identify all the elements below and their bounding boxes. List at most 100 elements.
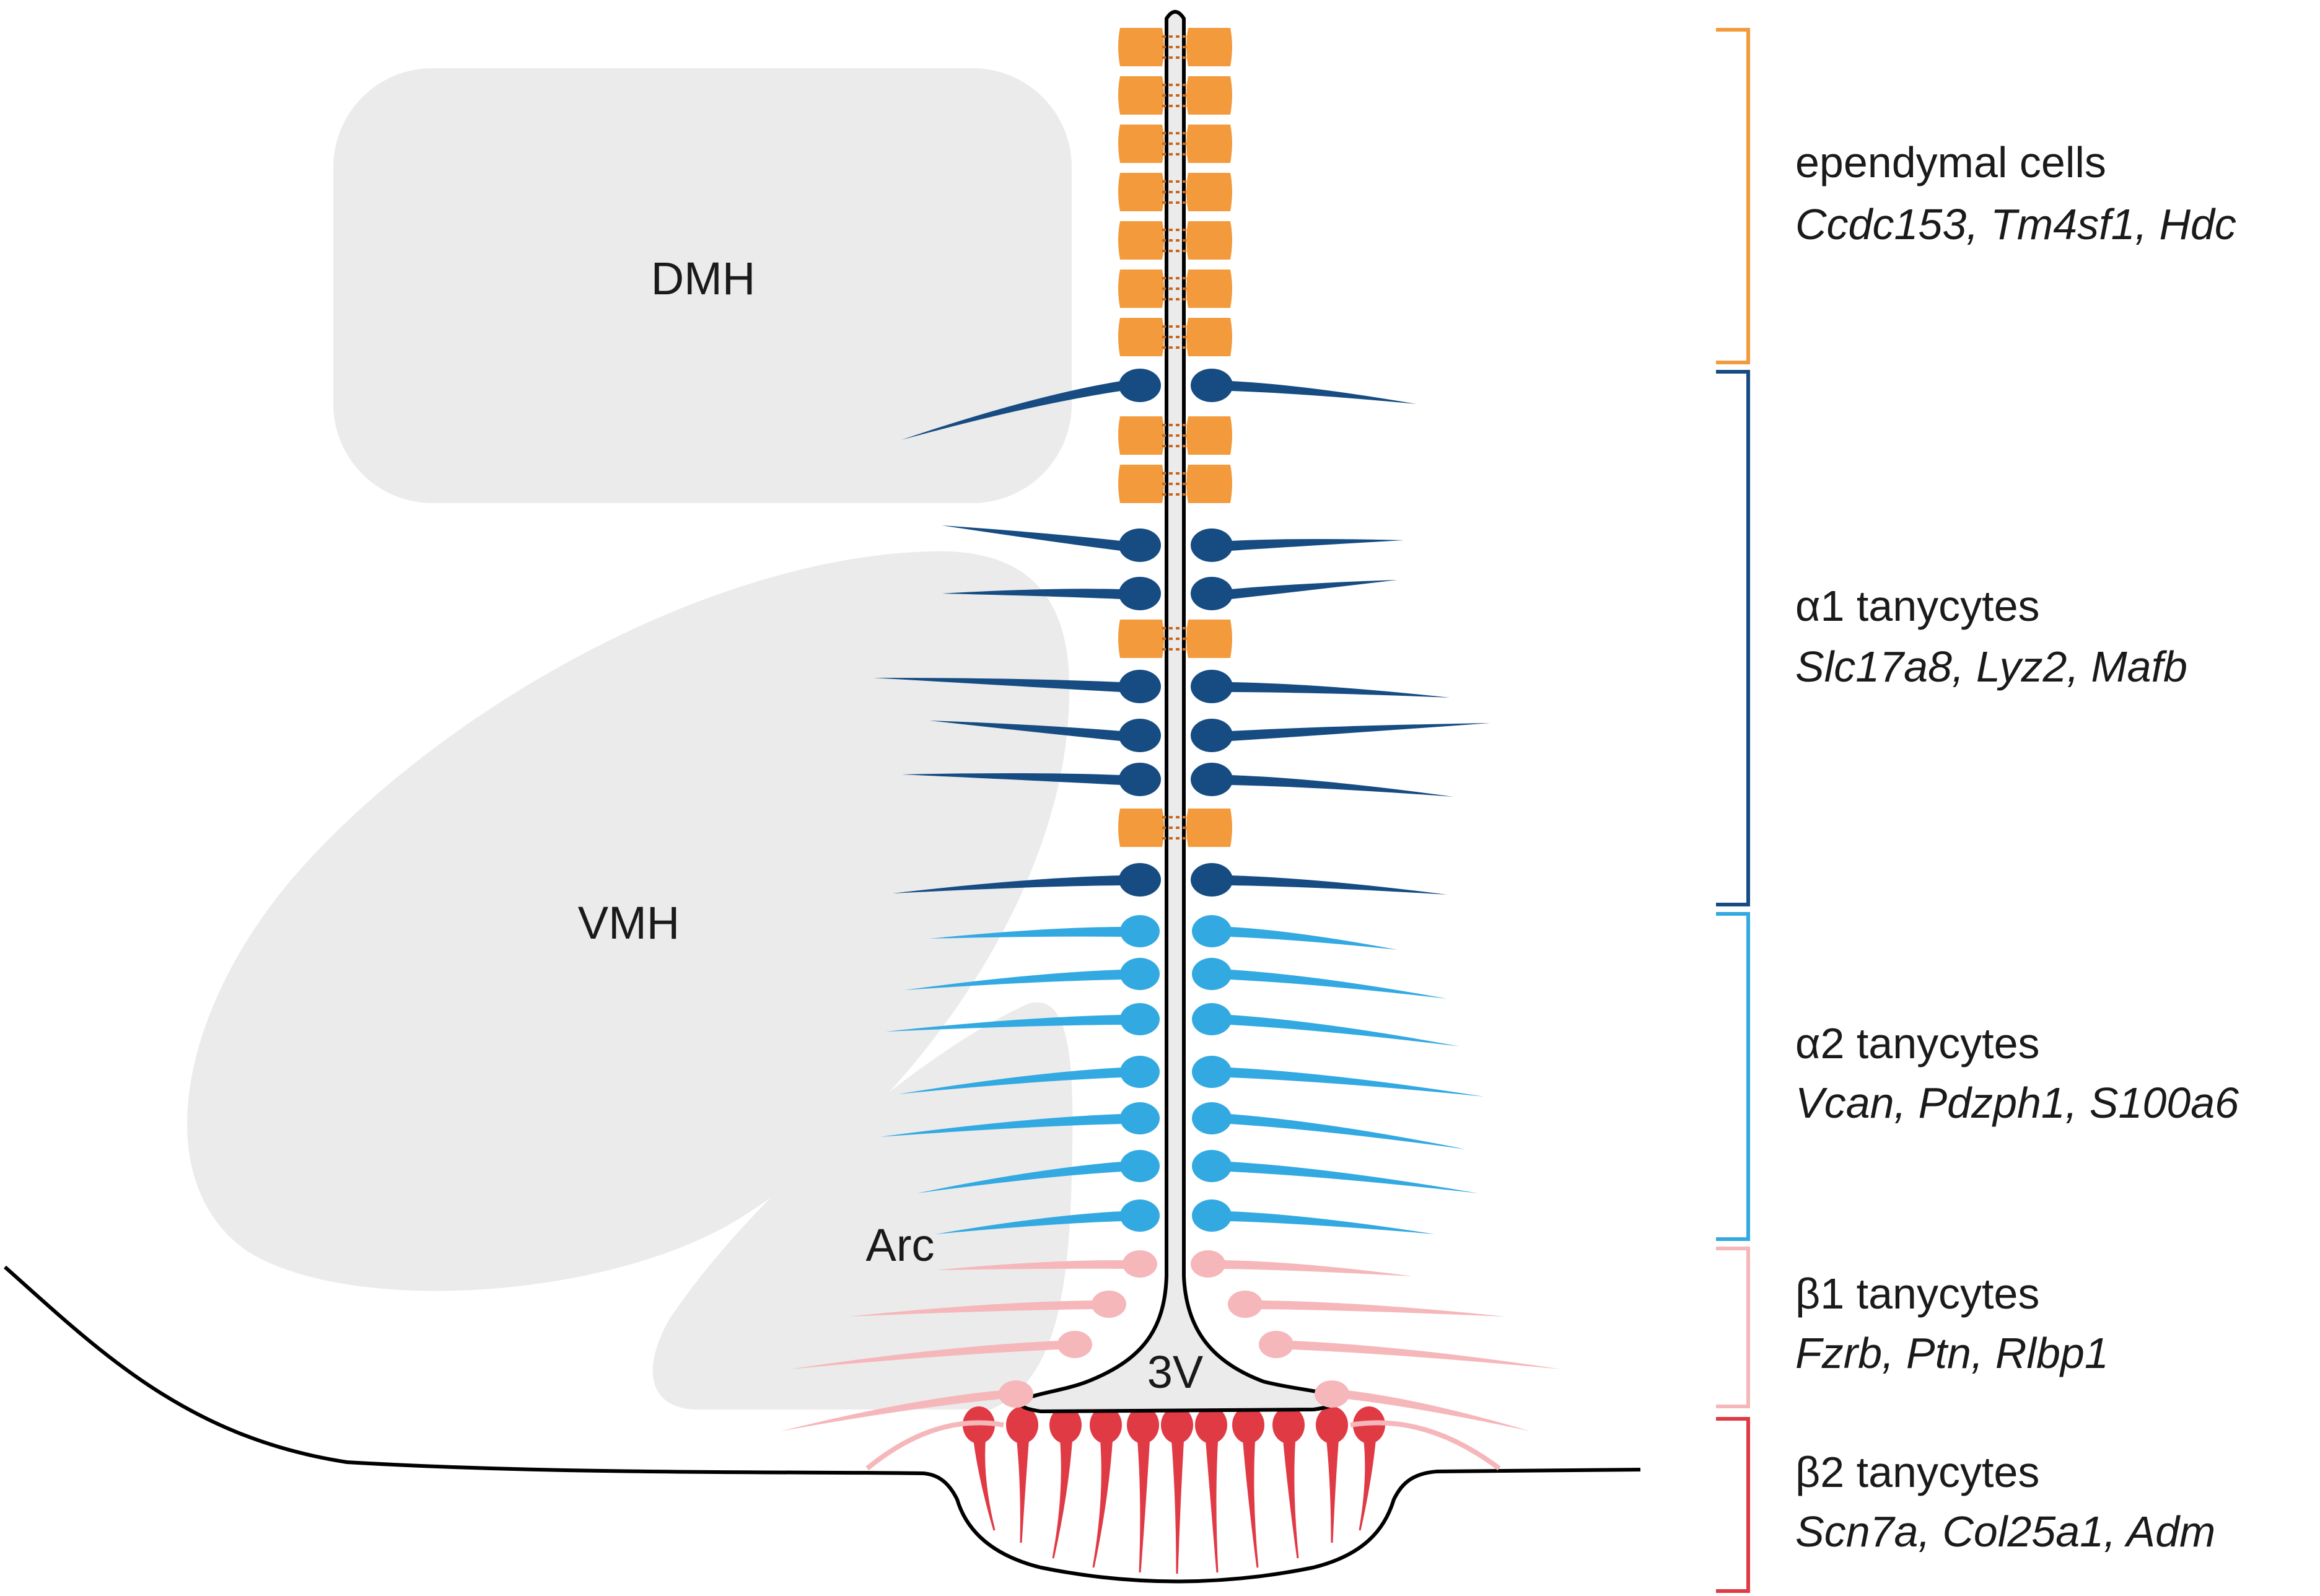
third-ventricle-label: 3V bbox=[1147, 1346, 1204, 1398]
alpha2-tanycyte-process-R6 bbox=[1229, 1211, 1435, 1234]
brain-base-outline bbox=[4, 1265, 1641, 1584]
beta1-tanycyte-body-0 bbox=[1123, 1250, 1157, 1278]
beta2-tanycyte-body-8 bbox=[1272, 1406, 1305, 1444]
ependymal-cell-right-3 bbox=[1186, 173, 1232, 211]
ependymal-cell-left-8 bbox=[1118, 465, 1164, 503]
alpha2-tanycyte-body-L5 bbox=[1120, 1150, 1160, 1182]
alpha2-tanycyte-body-R2 bbox=[1192, 1003, 1232, 1035]
beta2-tanycyte-process-5 bbox=[1171, 1435, 1184, 1574]
alpha2-tanycyte-body-L3 bbox=[1120, 1056, 1160, 1088]
alpha1-tanycyte-process-R5 bbox=[1230, 775, 1453, 797]
alpha2-title: α2 tanycytes bbox=[1795, 1019, 2040, 1068]
arc-label: Arc bbox=[866, 1219, 935, 1271]
alpha1-tanycyte-body-R1 bbox=[1191, 528, 1233, 562]
alpha1-tanycyte-process-L4 bbox=[929, 721, 1121, 741]
alpha1-tanycyte-process-R1 bbox=[1230, 539, 1404, 551]
alpha1-tanycyte-body-L1 bbox=[1119, 528, 1161, 562]
beta2-tanycyte-body-4 bbox=[1127, 1406, 1159, 1444]
alpha1-tanycyte-process-L3 bbox=[873, 677, 1121, 692]
ependymal-cell-left-1 bbox=[1118, 76, 1164, 115]
alpha1-tanycyte-body-R6 bbox=[1191, 863, 1233, 897]
beta2-tanycyte-body-7 bbox=[1232, 1406, 1264, 1444]
beta1-tanycyte-floor-process-0 bbox=[865, 1420, 1004, 1471]
alpha2-tanycyte-body-L6 bbox=[1120, 1199, 1160, 1232]
ependymal-cell-left-3 bbox=[1118, 173, 1164, 211]
alpha1-tanycyte-body-L5 bbox=[1119, 763, 1161, 796]
alpha2-tanycyte-process-R3 bbox=[1229, 1068, 1484, 1097]
beta1-tanycyte-body-1 bbox=[1092, 1291, 1126, 1318]
beta1-tanycyte-process-1 bbox=[849, 1300, 1094, 1317]
beta2-tanycyte-process-2 bbox=[1052, 1435, 1073, 1559]
alpha2-tanycyte-body-L0 bbox=[1120, 915, 1160, 947]
beta2-tanycyte-body-1 bbox=[1006, 1406, 1038, 1444]
alpha2-tanycyte-body-R6 bbox=[1192, 1199, 1232, 1232]
ependymal-cell-right-4 bbox=[1186, 221, 1232, 260]
beta1-tanycyte-process-6 bbox=[1291, 1341, 1561, 1369]
alpha2-tanycyte-process-R1 bbox=[1229, 970, 1447, 999]
alpha2-tanycyte-process-L4 bbox=[880, 1114, 1123, 1137]
alpha1-tanycyte-body-R4 bbox=[1191, 719, 1233, 752]
alpha2-tanycyte-body-R4 bbox=[1192, 1102, 1232, 1134]
beta2-tanycyte-process-6 bbox=[1205, 1435, 1219, 1573]
beta1-tanycyte-body-4 bbox=[1191, 1250, 1225, 1278]
alpha1-tanycyte-body-R2 bbox=[1191, 577, 1233, 610]
beta2-tanycyte-process-4 bbox=[1137, 1435, 1150, 1573]
tanycyte-group bbox=[781, 369, 1561, 1471]
alpha2-tanycyte-body-R5 bbox=[1192, 1150, 1232, 1182]
alpha1-tanycyte-body-L2 bbox=[1119, 577, 1161, 610]
ependymal-cell-right-7 bbox=[1186, 416, 1232, 455]
beta2-tanycyte-process-0 bbox=[973, 1435, 996, 1531]
ependymal-cell-right-10 bbox=[1186, 809, 1232, 847]
alpha1-tanycyte-process-R2 bbox=[1230, 580, 1398, 599]
alpha1-title: α1 tanycytes bbox=[1795, 582, 2040, 630]
alpha2-tanycyte-body-L2 bbox=[1120, 1003, 1160, 1035]
bracket-alpha1 bbox=[1716, 370, 1750, 906]
ependymal-genes: Ccdc153, Tm4sf1, Hdc bbox=[1795, 200, 2236, 248]
vmh-label: VMH bbox=[578, 897, 680, 949]
ependymal-cell-group bbox=[1118, 28, 1232, 847]
ependymal-title: ependymal cells bbox=[1795, 138, 2106, 186]
alpha1-tanycyte-body-L6 bbox=[1119, 863, 1161, 897]
ependymal-cell-left-2 bbox=[1118, 125, 1164, 163]
alpha1-genes: Slc17a8, Lyz2, Mafb bbox=[1795, 642, 2187, 691]
beta2-tanycyte-body-9 bbox=[1316, 1406, 1348, 1444]
beta1-genes: Fzrb, Ptn, Rlbp1 bbox=[1795, 1329, 2109, 1377]
ependymal-cell-right-0 bbox=[1186, 28, 1232, 66]
alpha2-tanycyte-body-R0 bbox=[1192, 915, 1232, 947]
alpha2-tanycyte-process-R2 bbox=[1229, 1015, 1460, 1046]
ependymal-cell-right-9 bbox=[1186, 620, 1232, 658]
beta1-tanycyte-process-5 bbox=[1260, 1300, 1505, 1317]
beta1-tanycyte-body-6 bbox=[1259, 1331, 1294, 1358]
beta1-title: β1 tanycytes bbox=[1795, 1269, 2039, 1318]
beta1-tanycyte-process-3 bbox=[781, 1390, 1001, 1431]
beta2-tanycyte-body-5 bbox=[1161, 1406, 1193, 1444]
alpha2-tanycyte-process-L3 bbox=[898, 1068, 1123, 1094]
alpha2-tanycyte-process-L1 bbox=[904, 970, 1123, 990]
ependymal-cell-left-0 bbox=[1118, 28, 1164, 66]
beta1-tanycyte-process-2 bbox=[790, 1341, 1060, 1369]
ependymal-cell-left-6 bbox=[1118, 318, 1164, 356]
alpha1-tanycyte-process-R3 bbox=[1230, 682, 1450, 698]
alpha1-tanycyte-process-L1 bbox=[942, 525, 1121, 551]
alpha2-tanycyte-body-L1 bbox=[1120, 958, 1160, 990]
ependymal-cell-left-7 bbox=[1118, 416, 1164, 455]
bracket-beta2 bbox=[1716, 1417, 1750, 1593]
alpha2-tanycyte-body-R1 bbox=[1192, 958, 1232, 990]
alpha1-tanycyte-body-L4 bbox=[1119, 719, 1161, 752]
bracket-ependymal bbox=[1716, 28, 1750, 364]
ependymal-cell-left-9 bbox=[1118, 620, 1164, 658]
alpha1-tanycyte-process-R6 bbox=[1230, 875, 1447, 895]
ependymal-cell-right-5 bbox=[1186, 270, 1232, 308]
alpha2-tanycyte-process-R5 bbox=[1229, 1162, 1478, 1193]
beta2-tanycyte-process-1 bbox=[1016, 1435, 1030, 1543]
dmh-label: DMH bbox=[651, 253, 756, 304]
beta1-tanycyte-process-7 bbox=[1347, 1390, 1530, 1431]
alpha2-tanycyte-process-L6 bbox=[935, 1211, 1123, 1234]
beta1-tanycyte-floor-process-1 bbox=[1350, 1420, 1501, 1471]
alpha1-tanycyte-process-L5 bbox=[901, 773, 1121, 785]
beta2-tanycyte-process-8 bbox=[1282, 1435, 1299, 1559]
alpha1-tanycyte-process-L0 bbox=[901, 381, 1121, 440]
beta2-tanycyte-process-7 bbox=[1242, 1435, 1259, 1568]
alpha1-tanycyte-body-R0 bbox=[1191, 369, 1233, 402]
